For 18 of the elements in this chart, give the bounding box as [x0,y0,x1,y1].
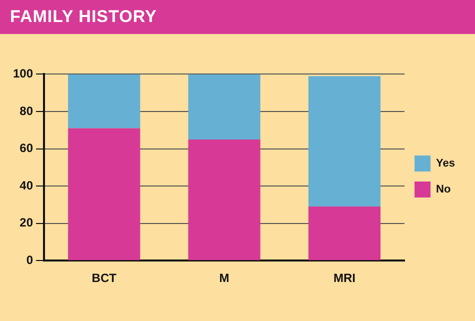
legend-label: No [436,184,451,196]
y-tick-label: 20 [20,216,34,230]
x-tick-label: BCT [92,271,118,286]
y-tick-label: 0 [26,252,34,267]
x-tick-label: M [219,271,230,286]
bar [308,76,380,207]
y-tick-label: 60 [20,141,34,156]
bar [188,139,260,260]
bar [308,206,380,260]
y-tick-label: 100 [12,66,34,81]
bar [188,74,260,140]
y-tick-label: 80 [20,104,34,118]
bar [68,74,140,128]
x-tick-label: MRI [333,271,356,286]
y-tick-label: 40 [20,178,34,192]
bar [68,128,140,260]
chart-title: FAMILY HISTORY [0,0,475,34]
legend-label: Yes [436,158,456,170]
